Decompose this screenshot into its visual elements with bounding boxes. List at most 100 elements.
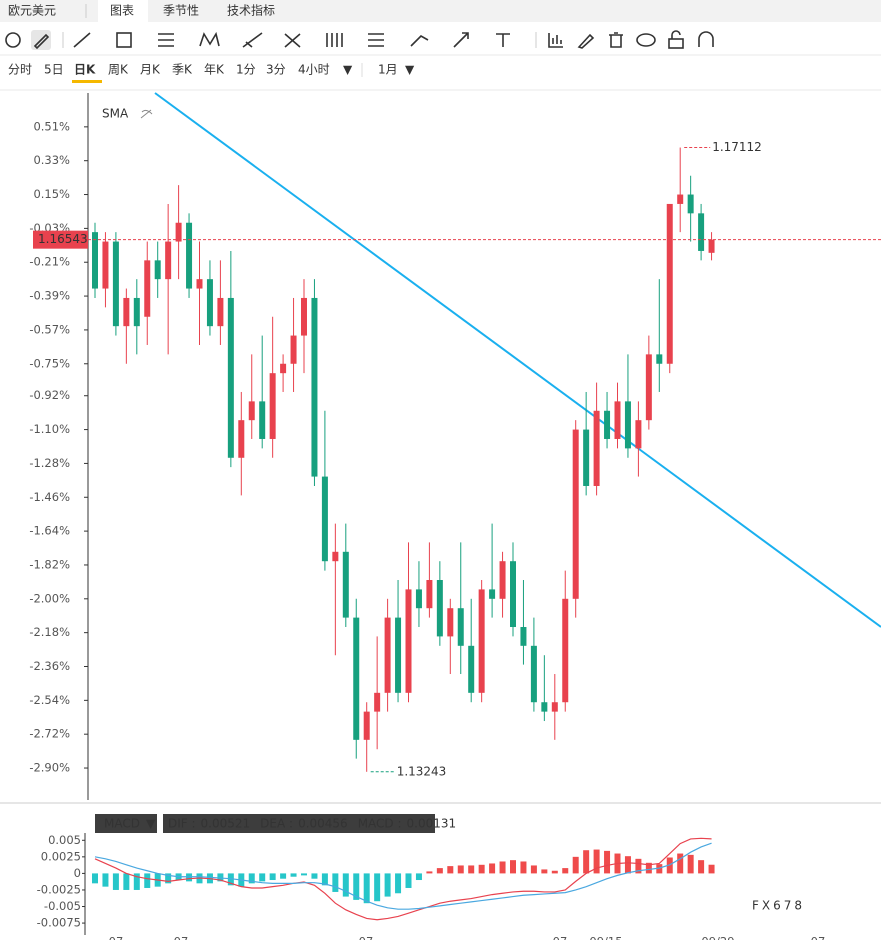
candle-body: [186, 222, 193, 289]
y-tick-label: -1.10%: [29, 422, 70, 436]
period-option[interactable]: 4小时: [298, 63, 330, 77]
period-option[interactable]: 日K: [74, 63, 96, 77]
candle-body: [175, 222, 182, 242]
macd-bar: [645, 862, 652, 874]
candle-body: [144, 260, 151, 317]
toolbar-icon[interactable]: [242, 32, 263, 48]
macd-bar: [259, 873, 266, 882]
y-tick-label: -0.21%: [29, 255, 70, 269]
period-option[interactable]: 3分: [266, 63, 286, 77]
candle-body: [656, 354, 663, 364]
indicator-button[interactable]: [95, 814, 157, 833]
toolbar-icon[interactable]: [158, 33, 174, 47]
x-tick-label: 07: [811, 935, 826, 940]
candle-body: [624, 401, 631, 449]
toolbar-icon[interactable]: [671, 30, 681, 39]
candle-body: [551, 702, 558, 712]
y-tick-label: 0.15%: [33, 187, 70, 201]
candle-body: [342, 551, 349, 618]
toolbar-icon[interactable]: [116, 32, 132, 48]
candle-body: [635, 420, 642, 449]
indicator-label[interactable]: MACD: [104, 817, 140, 831]
indicator-label[interactable]: SMA: [102, 107, 129, 121]
candle-body: [248, 401, 255, 421]
toolbar-icon[interactable]: [609, 32, 623, 48]
toolbar-icon[interactable]: [199, 31, 220, 47]
period-dropdown[interactable]: 1月: [378, 63, 398, 77]
y-tick-label: -2.72%: [29, 727, 70, 741]
toolbar-icon[interactable]: [410, 35, 429, 47]
toolbar-icon[interactable]: [5, 32, 21, 48]
readout-value: 0.00131: [407, 817, 457, 831]
y-tick-label: -2.36%: [29, 659, 70, 673]
macd-bar: [436, 868, 443, 874]
toolbar-icon[interactable]: [668, 38, 684, 49]
candle-body: [510, 561, 516, 628]
y-tick-label: -0.0025: [37, 882, 81, 896]
macd-bar: [666, 857, 673, 874]
y-tick-label: -1.28%: [29, 456, 70, 470]
macd-bar: [133, 873, 140, 890]
toolbar-icon[interactable]: [548, 33, 563, 48]
y-tick-label: -0.92%: [29, 388, 70, 402]
tab[interactable]: 图表: [110, 4, 134, 18]
toolbar-icon[interactable]: [326, 33, 343, 47]
x-tick-label: 09/29: [701, 935, 734, 940]
period-option[interactable]: 1分: [236, 63, 256, 77]
macd-bar: [374, 873, 381, 902]
high-label: 1.17112: [712, 140, 762, 154]
period-option[interactable]: 5日: [44, 63, 64, 77]
candle-body: [583, 429, 590, 486]
dropdown-arrow[interactable]: ▼: [405, 63, 415, 77]
toolbar-icon[interactable]: [368, 33, 384, 47]
trend-line: [154, 92, 881, 628]
dropdown-arrow[interactable]: ▼: [343, 63, 353, 77]
active-tab[interactable]: [98, 0, 148, 22]
candle-body: [217, 297, 224, 327]
candle-body: [123, 297, 130, 327]
macd-bar: [102, 873, 109, 887]
toolbar-icon[interactable]: [453, 32, 469, 48]
tab[interactable]: 季节性: [163, 4, 199, 18]
candle-body: [604, 410, 611, 439]
y-tick-label: -0.57%: [29, 322, 70, 336]
period-option[interactable]: 年K: [204, 63, 225, 77]
macd-bar: [342, 873, 349, 897]
candle-body: [165, 241, 172, 280]
period-option[interactable]: 季K: [172, 63, 193, 77]
watermark: FX678: [752, 899, 805, 913]
y-tick-label: -0.75%: [29, 356, 70, 370]
macd-bar: [186, 873, 193, 882]
active-underline: [72, 80, 102, 83]
macd-bar: [604, 850, 611, 874]
macd-bar: [405, 873, 412, 888]
candle-body: [133, 297, 140, 327]
period-option[interactable]: 月K: [140, 63, 161, 77]
macd-bar: [687, 854, 694, 874]
toolbar-icon[interactable]: [698, 31, 714, 47]
macd-bar: [280, 873, 287, 879]
x-tick-label: 07: [359, 935, 374, 940]
hide-icon[interactable]: [140, 109, 153, 119]
candle-body: [92, 232, 98, 289]
macd-bar: [311, 873, 318, 879]
y-tick-label: 0: [74, 866, 81, 880]
tab[interactable]: 技术指标: [227, 3, 275, 18]
toolbar-icon[interactable]: [496, 33, 510, 47]
candle-body: [520, 627, 527, 646]
x-tick-label: 09/15: [589, 935, 622, 940]
macd-bar: [708, 864, 715, 874]
toolbar-icon[interactable]: [577, 33, 595, 49]
candle-body: [530, 645, 537, 703]
period-option[interactable]: 周K: [108, 63, 129, 77]
toolbar-icon[interactable]: [284, 33, 301, 48]
dropdown-arrow[interactable]: ▼: [146, 817, 156, 831]
readout-label: MACD :: [358, 817, 402, 831]
y-tick-label: 0.005: [48, 833, 81, 847]
toolbar-icon[interactable]: [636, 33, 656, 47]
toolbar-icon[interactable]: [33, 33, 50, 50]
period-option[interactable]: 分时: [8, 63, 32, 77]
toolbar-icon[interactable]: [73, 32, 91, 48]
